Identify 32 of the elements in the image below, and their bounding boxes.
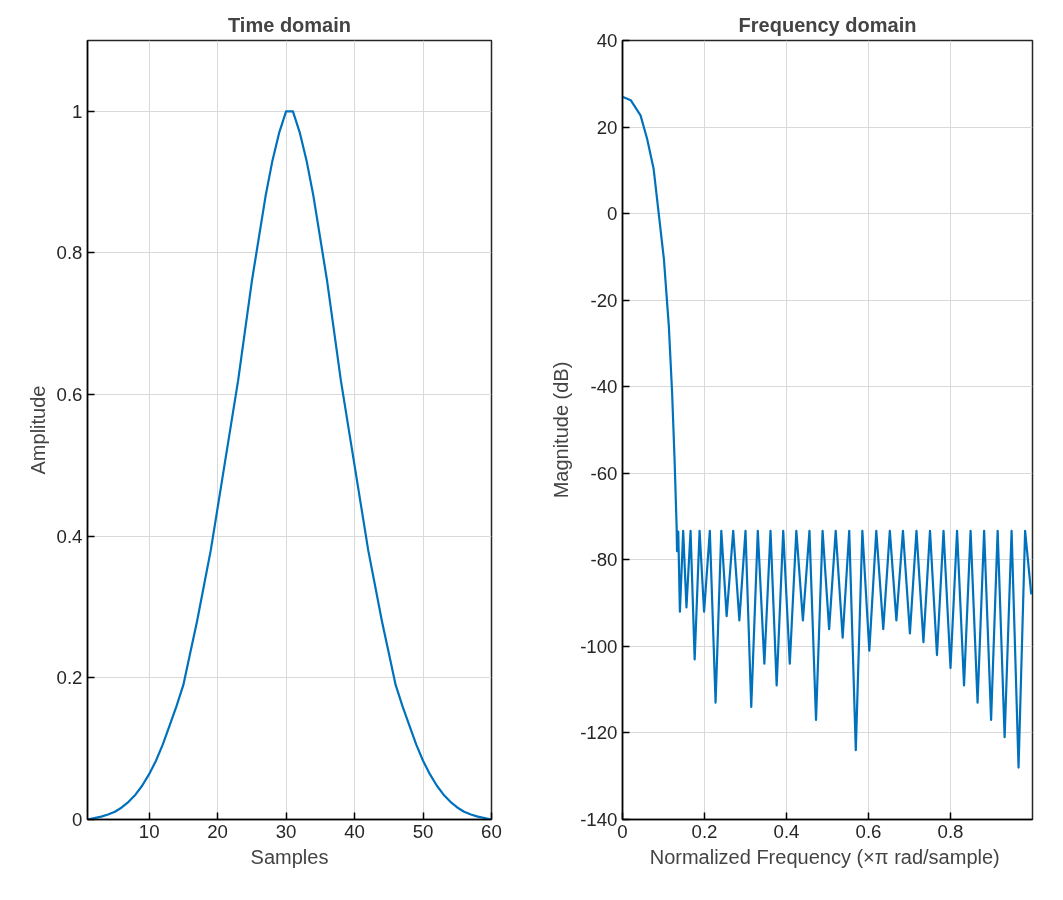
- x-tick-label: 50: [412, 820, 434, 842]
- x-axis-title: Samples: [250, 845, 329, 868]
- x-tick-label: 0.6: [855, 820, 882, 842]
- x-tick-label: 0.2: [691, 820, 718, 842]
- x-tick-label: 10: [138, 820, 160, 842]
- y-tick-label: -60: [590, 462, 618, 484]
- y-tick-label: -40: [590, 376, 618, 398]
- y-tick-label: -140: [580, 809, 618, 830]
- y-tick-label: 40: [596, 30, 618, 51]
- x-tick-label: 40: [344, 820, 365, 842]
- x-tick-label: 60: [481, 820, 502, 842]
- chart-title: Frequency domain: [738, 13, 917, 36]
- y-tick-label: 0.4: [56, 525, 83, 547]
- y-tick-label: 0.2: [56, 667, 83, 689]
- x-tick-label: 0.8: [937, 820, 964, 842]
- line-series: [622, 95, 1033, 769]
- y-tick-label: -120: [580, 722, 618, 744]
- x-axis-title: Normalized Frequency (×π rad/sample): [649, 845, 1000, 868]
- y-tick-label: -80: [590, 549, 618, 571]
- y-tick-label: 20: [596, 116, 618, 138]
- y-tick-label: 0.6: [56, 384, 83, 406]
- y-axis-title: Magnitude (dB): [550, 361, 573, 499]
- chart-title: Time domain: [228, 13, 352, 36]
- y-tick-label: 0: [607, 203, 618, 225]
- y-tick-label: 0.8: [56, 242, 83, 264]
- x-tick-label: 20: [207, 820, 228, 842]
- y-tick-label: -100: [580, 635, 618, 657]
- y-tick-label: -20: [590, 289, 618, 311]
- x-tick-label: 0.4: [773, 820, 800, 842]
- x-tick-label: 30: [275, 820, 297, 842]
- y-axis-title: Amplitude: [26, 385, 49, 475]
- y-tick-label: 1: [72, 100, 83, 122]
